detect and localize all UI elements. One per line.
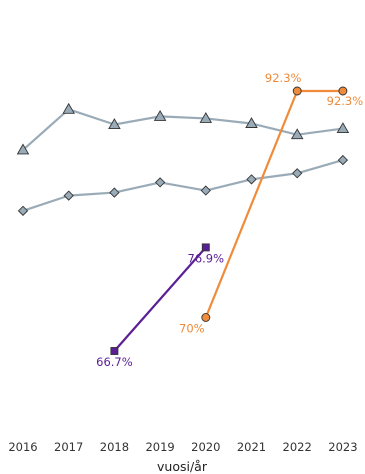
purple-squares-label-2018: 66.7% [96, 355, 133, 369]
orange-circles-marker-2020 [201, 313, 211, 322]
grey-triangles-marker-2020 [199, 112, 213, 123]
x-tick-2017: 2017 [54, 440, 83, 454]
x-tick-2020: 2020 [191, 440, 220, 454]
purple-squares-line [113, 246, 207, 352]
x-tick-2018: 2018 [100, 440, 129, 454]
grey-diamonds-marker-2017 [63, 190, 74, 201]
grey-diamonds-marker-2020 [200, 185, 211, 196]
grey-triangles-marker-2016 [16, 143, 30, 155]
data-labels: 66.7% 76.9% 70% 92.3% 92.3% [96, 71, 363, 369]
x-tick-2019: 2019 [145, 440, 174, 454]
grey-triangles-marker-2021 [245, 117, 258, 128]
grey-diamonds-line [22, 159, 344, 212]
purple-squares-label-2020: 76.9% [188, 251, 225, 265]
orange-circles-label-2022: 92.3% [265, 71, 302, 85]
x-tick-2023: 2023 [328, 440, 357, 454]
grey-diamonds-marker-2016 [17, 205, 29, 216]
x-axis-ticks: 2016 2017 2018 2019 2020 2021 2022 2023 [8, 440, 357, 454]
grey-triangles-marker-2023 [336, 122, 350, 134]
purple-squares-marker-2020 [201, 243, 210, 252]
orange-circles-marker-2023 [338, 86, 348, 96]
grey-diamonds-marker-2019 [154, 177, 166, 188]
x-tick-2016: 2016 [8, 440, 37, 454]
orange-circles-label-2020: 70% [179, 321, 205, 335]
grey-triangles-marker-2018 [108, 118, 121, 129]
grey-diamonds-marker-2022 [292, 168, 303, 179]
grey-triangles-marker-2019 [153, 109, 167, 121]
grey-diamonds-marker-2023 [337, 154, 349, 166]
x-tick-2022: 2022 [283, 440, 312, 454]
orange-circles-marker-2022 [292, 86, 302, 96]
grey-diamonds-marker-2021 [246, 174, 257, 185]
orange-circles-line [204, 89, 343, 318]
series-markers [16, 86, 350, 355]
grey-triangles-marker-2017 [62, 102, 75, 114]
x-tick-2021: 2021 [237, 440, 266, 454]
x-axis-title: vuosi/år [157, 459, 208, 474]
grey-triangles-marker-2022 [290, 128, 304, 140]
grey-triangles-line [22, 108, 344, 151]
orange-circles-label-2023: 92.3% [327, 94, 364, 108]
grey-diamonds-marker-2018 [109, 187, 120, 198]
purple-squares-marker-2018 [110, 347, 119, 355]
series-lines [22, 89, 344, 352]
